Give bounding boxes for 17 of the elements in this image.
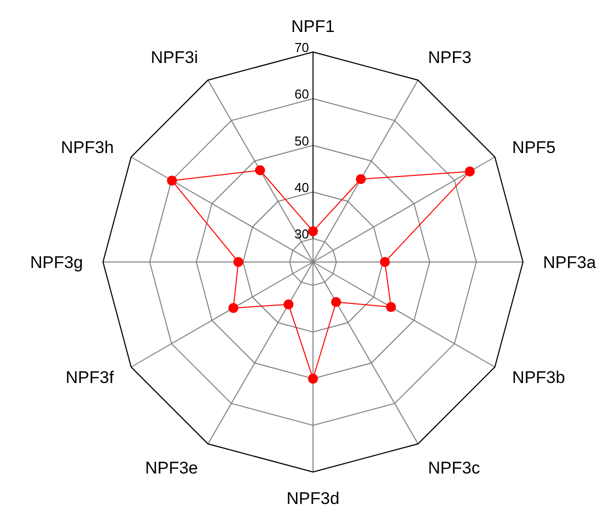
y-tick-label: 30 [294,226,309,242]
spoke-label: NPF3b [512,368,566,388]
spoke-label: NPF1 [291,17,335,36]
spoke-label: NPF3f [66,368,114,388]
y-tick-label: 40 [294,180,309,195]
spoke-label: NPF5 [512,138,556,158]
y-tick-label: 60 [294,86,309,102]
spoke-label: NPF3c [428,458,480,478]
spoke-label: NPF3e [145,458,198,478]
spoke-label: NPF3h [60,138,114,158]
spoke-label: NPF3 [428,48,472,67]
spoke-label: NPF3a [543,253,596,272]
y-tick-label: 50 [294,133,309,148]
y-tick-label: 70 [294,40,309,55]
spoke-label: NPF3i [150,48,198,67]
spoke-label: NPF3d [286,489,340,508]
spoke-label: NPF3g [30,253,83,272]
